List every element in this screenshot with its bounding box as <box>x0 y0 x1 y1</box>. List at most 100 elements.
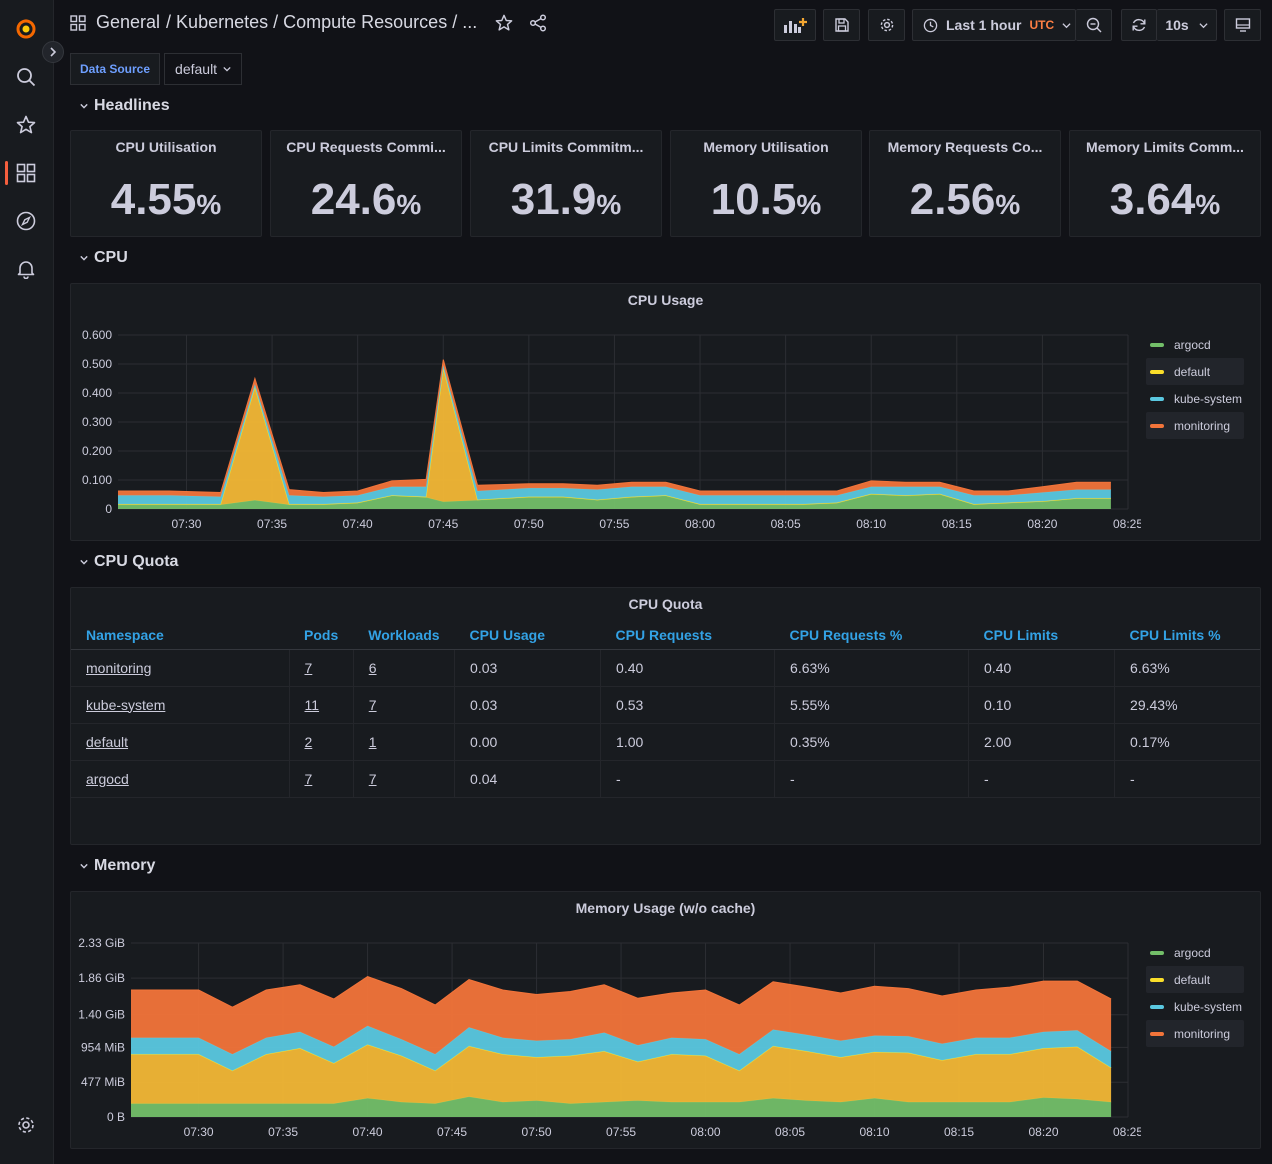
y-tick-label: 477 MiB <box>81 1075 125 1089</box>
sidebar <box>0 0 54 1164</box>
series-area-argocd <box>118 494 1111 509</box>
alerting-bell-icon[interactable] <box>13 256 39 282</box>
legend-swatch <box>1150 950 1164 955</box>
x-tick-label: 07:40 <box>353 1125 383 1139</box>
refresh-interval-picker[interactable]: 10s <box>1157 9 1217 41</box>
legend-label: default <box>1174 364 1211 379</box>
series-area-argocd <box>131 1096 1112 1117</box>
legend-swatch <box>1150 977 1164 982</box>
starred-icon[interactable] <box>13 112 39 138</box>
dashboards-icon[interactable] <box>13 160 39 186</box>
y-tick-label: 954 MiB <box>81 1040 125 1054</box>
data-source-select[interactable]: default <box>164 53 243 85</box>
stat-number: 2.56 <box>909 175 996 224</box>
y-tick-label: 0.100 <box>82 473 112 487</box>
legend-item-kube-system[interactable]: kube-system <box>1146 385 1244 412</box>
stat-panel[interactable]: Memory Utilisation 10.5% <box>670 130 862 237</box>
row-headlines[interactable]: Headlines <box>80 97 170 115</box>
namespace-link[interactable]: kube-system <box>71 686 290 724</box>
column-header[interactable]: CPU Limits % <box>1114 622 1260 650</box>
legend-item-default[interactable]: default <box>1146 966 1244 993</box>
pods-link[interactable]: 11 <box>289 686 354 724</box>
table-cell: - <box>774 760 970 798</box>
stat-value: 4.55% <box>71 175 261 225</box>
stat-panel[interactable]: Memory Limits Comm... 3.64% <box>1069 130 1261 237</box>
column-header[interactable]: CPU Requests % <box>774 622 969 650</box>
column-header[interactable]: Namespace <box>71 622 289 650</box>
column-header[interactable]: Pods <box>289 622 354 650</box>
data-source-value: default <box>175 61 218 77</box>
top-navbar: General / Kubernetes / Compute Resources… <box>54 0 1272 50</box>
stat-title: Memory Utilisation <box>703 139 829 155</box>
stat-title: CPU Requests Commi... <box>286 139 446 155</box>
tv-mode-button[interactable] <box>1224 9 1261 41</box>
stat-panel[interactable]: CPU Limits Commitm... 31.9% <box>470 130 662 237</box>
star-icon[interactable] <box>495 14 513 32</box>
workloads-link[interactable]: 6 <box>353 649 456 687</box>
table-cell: 0.10 <box>968 686 1116 724</box>
stat-panel[interactable]: Memory Requests Co... 2.56% <box>869 130 1061 237</box>
explore-compass-icon[interactable] <box>13 208 39 234</box>
configuration-gear-icon[interactable] <box>13 1112 39 1138</box>
column-header[interactable]: Workloads <box>353 622 455 650</box>
namespace-link[interactable]: default <box>71 723 290 761</box>
legend-item-kube-system[interactable]: kube-system <box>1146 993 1244 1020</box>
active-indicator <box>5 161 8 185</box>
workloads-link[interactable]: 7 <box>353 686 456 724</box>
memory-usage-panel[interactable]: Memory Usage (w/o cache) 0 B 477 MiB 954 M… <box>70 891 1261 1149</box>
namespace-link[interactable]: argocd <box>71 760 290 798</box>
table-cell: 0.53 <box>600 686 776 724</box>
x-tick-label: 07:40 <box>343 517 373 531</box>
legend-label: monitoring <box>1174 1026 1231 1041</box>
stat-unit: % <box>396 189 422 220</box>
pods-link[interactable]: 7 <box>289 649 354 687</box>
expand-sidebar-button[interactable] <box>42 41 64 63</box>
time-range-picker[interactable]: Last 1 hour UTC <box>912 9 1076 41</box>
share-icon[interactable] <box>529 13 547 32</box>
grafana-logo-icon[interactable] <box>13 16 39 42</box>
cpu-quota-table: Namespace Pods Workloads CPU Usage CPU R… <box>71 622 1260 798</box>
dashboard-settings-button[interactable] <box>868 9 905 41</box>
row-cpu[interactable]: CPU <box>80 249 128 267</box>
workloads-link[interactable]: 1 <box>353 723 456 761</box>
workloads-link[interactable]: 7 <box>353 760 456 798</box>
chevron-down-icon <box>80 103 88 109</box>
pods-link[interactable]: 7 <box>289 760 354 798</box>
column-header[interactable]: CPU Limits <box>968 622 1115 650</box>
namespace-link[interactable]: monitoring <box>71 649 290 687</box>
refresh-icon <box>1132 18 1146 32</box>
breadcrumb-folder[interactable]: General <box>96 12 161 32</box>
refresh-button[interactable] <box>1121 9 1157 41</box>
stat-panel[interactable]: CPU Requests Commi... 24.6% <box>270 130 462 237</box>
legend-item-monitoring[interactable]: monitoring <box>1146 412 1244 439</box>
search-icon[interactable] <box>13 64 39 90</box>
stat-panel[interactable]: CPU Utilisation 4.55% <box>70 130 262 237</box>
x-tick-label: 08:10 <box>856 517 886 531</box>
pods-link[interactable]: 2 <box>289 723 354 761</box>
x-tick-label: 08:25 <box>1113 1125 1141 1139</box>
y-tick-label: 0.400 <box>82 386 112 400</box>
cpu-quota-panel[interactable]: CPU Quota Namespace Pods Workloads CPU U… <box>70 587 1261 845</box>
y-tick-label: 1.86 GiB <box>78 971 125 985</box>
legend-item-default[interactable]: default <box>1146 358 1244 385</box>
column-header[interactable]: CPU Usage <box>454 622 601 650</box>
legend-item-argocd[interactable]: argocd <box>1146 331 1244 358</box>
x-tick-label: 07:55 <box>599 517 629 531</box>
dashboard-grid-icon <box>70 14 86 31</box>
memory-usage-chart: 0 B 477 MiB 954 MiB 1.40 GiB 1.86 GiB 2.33 Gi… <box>78 936 1141 1139</box>
legend-swatch <box>1150 369 1164 374</box>
column-header[interactable]: CPU Requests <box>600 622 775 650</box>
legend-item-monitoring[interactable]: monitoring <box>1146 1020 1244 1047</box>
row-memory[interactable]: Memory <box>80 857 155 875</box>
chevron-down-icon <box>223 66 231 72</box>
y-tick-label: 0.500 <box>82 357 112 371</box>
table-cell: 29.43% <box>1114 686 1260 724</box>
row-cpu-quota[interactable]: CPU Quota <box>80 553 178 571</box>
save-dashboard-button[interactable] <box>823 9 860 41</box>
clock-icon <box>923 18 938 32</box>
breadcrumb-dashboard-title[interactable]: / Kubernetes / Compute Resources / ... <box>166 12 478 32</box>
legend-item-argocd[interactable]: argocd <box>1146 939 1244 966</box>
zoom-out-button[interactable] <box>1076 9 1112 41</box>
add-panel-button[interactable] <box>774 9 816 41</box>
cpu-usage-panel[interactable]: CPU Usage 0 0.100 0.200 0.300 0.400 0.500 0.60… <box>70 283 1261 541</box>
